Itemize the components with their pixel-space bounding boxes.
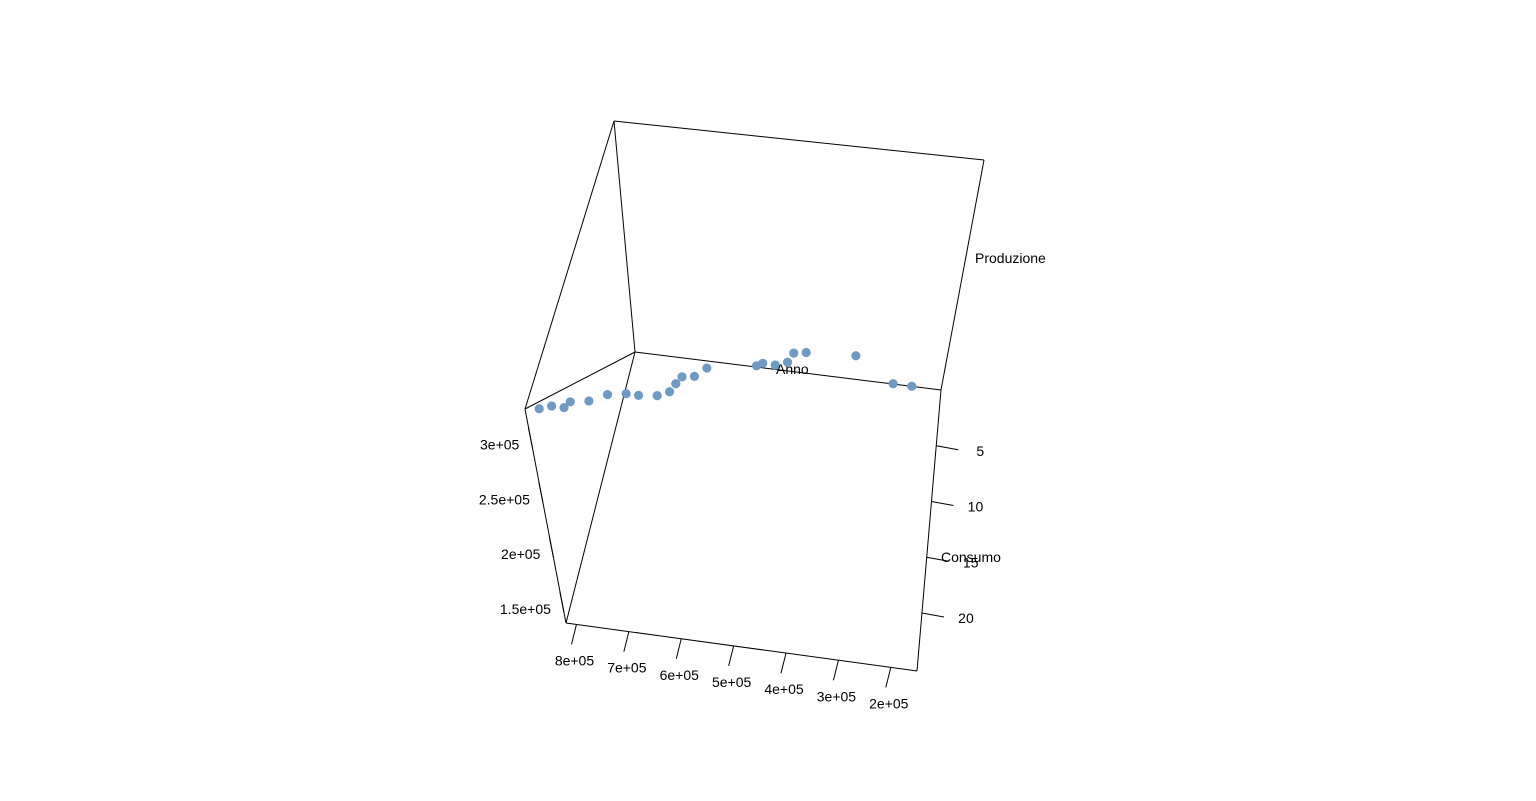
plot-box <box>524 120 985 672</box>
data-point-4 <box>565 397 575 407</box>
data-point-23 <box>907 381 917 391</box>
consumo-tick-label-6: 3e+05 <box>817 688 857 704</box>
box-edge-1 <box>565 622 918 672</box>
data-point-13 <box>689 371 700 381</box>
consumo-tick-5 <box>780 652 787 674</box>
data-point-17 <box>770 360 780 370</box>
consumo-tick-3 <box>675 638 682 659</box>
anno-tick-label-3: 15 <box>963 554 979 570</box>
box-edge-7 <box>524 120 615 410</box>
consumo-tick-4 <box>728 645 735 667</box>
tick-marks <box>527 427 959 688</box>
consumo-tick-label-7: 2e+05 <box>869 695 909 711</box>
axis-label-consumo: Consumo <box>941 549 1001 565</box>
consumo-tick-label-2: 7e+05 <box>607 660 647 676</box>
data-point-6 <box>602 389 613 400</box>
box-edge-9 <box>613 120 985 161</box>
anno-tick-4 <box>921 612 945 618</box>
axis-label-anno: Anno <box>776 361 809 377</box>
data-point-12 <box>677 372 687 382</box>
anno-tick-label-4: 20 <box>958 610 974 626</box>
data-point-2 <box>547 401 557 411</box>
tick-labels: 8e+05 7e+05 6e+05 5e+05 4e+05 3e+05 2e+05 1.5e+… <box>479 436 984 711</box>
data-point-3 <box>559 402 569 413</box>
data-point-19 <box>789 348 799 358</box>
produzione-tick-label-1: 1.5e+05 <box>500 601 551 617</box>
consumo-tick-1 <box>570 624 577 645</box>
produzione-tick-label-3: 2.5e+05 <box>479 491 530 507</box>
consumo-tick-label-5: 4e+05 <box>764 681 804 697</box>
data-point-22 <box>888 379 898 389</box>
anno-tick-1 <box>936 445 959 451</box>
box-edge-8 <box>613 120 636 353</box>
produzione-tick-label-4: 3e+05 <box>480 436 520 452</box>
consumo-tick-7 <box>885 667 892 688</box>
data-point-8 <box>633 390 644 400</box>
data-point-18 <box>782 357 793 367</box>
box-edge-2 <box>916 389 942 672</box>
data-point-11 <box>671 379 681 389</box>
consumo-tick-label-1: 8e+05 <box>555 652 595 668</box>
consumo-tick-6 <box>832 660 839 681</box>
consumo-tick-label-3: 6e+05 <box>660 667 700 683</box>
box-edge-4 <box>524 351 636 410</box>
produzione-tick-label-2: 2e+05 <box>501 546 541 562</box>
anno-tick-label-1: 5 <box>976 443 984 459</box>
produzione-tick-1 <box>559 591 565 613</box>
anno-tick-label-2: 10 <box>968 499 984 515</box>
data-point-14 <box>702 363 712 373</box>
produzione-tick-2 <box>548 537 554 558</box>
data-point-7 <box>621 389 631 399</box>
produzione-tick-4 <box>527 427 533 448</box>
data-point-10 <box>664 387 675 397</box>
data-point-1 <box>534 404 544 414</box>
data-point-9 <box>652 391 662 401</box>
data-point-20 <box>801 347 811 358</box>
anno-tick-2 <box>931 501 954 506</box>
produzione-tick-3 <box>538 482 544 503</box>
axis-label-produzione: Produzione <box>975 250 1046 266</box>
data-points <box>534 347 917 414</box>
data-point-5 <box>584 396 594 406</box>
anno-tick-3 <box>926 556 949 562</box>
consumo-tick-label-4: 5e+05 <box>712 674 752 690</box>
box-edge-10 <box>940 159 985 391</box>
consumo-tick-2 <box>623 631 630 652</box>
data-point-21 <box>851 351 861 361</box>
data-point-16 <box>758 358 768 368</box>
